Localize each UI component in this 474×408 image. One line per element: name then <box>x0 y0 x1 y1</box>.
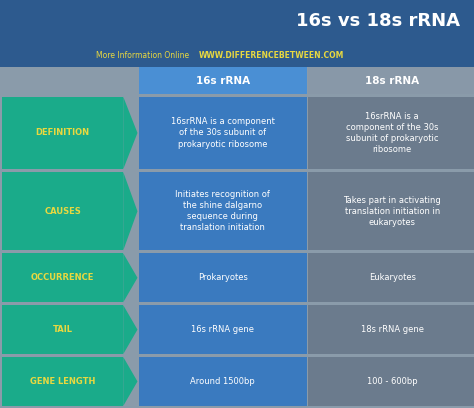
FancyBboxPatch shape <box>138 305 307 354</box>
Text: Prokaryotes: Prokaryotes <box>198 273 248 282</box>
FancyBboxPatch shape <box>138 357 307 406</box>
Text: CAUSES: CAUSES <box>45 207 81 216</box>
FancyBboxPatch shape <box>0 0 474 67</box>
Text: WWW.DIFFERENCEBETWEEN.COM: WWW.DIFFERENCEBETWEEN.COM <box>199 51 345 60</box>
Text: Eukaryotes: Eukaryotes <box>369 273 416 282</box>
FancyBboxPatch shape <box>308 172 474 251</box>
Text: 18s rRNA gene: 18s rRNA gene <box>361 325 424 334</box>
Text: Around 1500bp: Around 1500bp <box>191 377 255 386</box>
FancyBboxPatch shape <box>138 67 307 94</box>
Text: 18s rRNA: 18s rRNA <box>365 75 419 86</box>
Text: OCCURRENCE: OCCURRENCE <box>31 273 94 282</box>
Polygon shape <box>123 357 137 406</box>
FancyBboxPatch shape <box>2 305 123 354</box>
Text: 16s vs 18s rRNA: 16s vs 18s rRNA <box>296 12 460 31</box>
FancyBboxPatch shape <box>2 253 123 302</box>
FancyBboxPatch shape <box>138 97 307 169</box>
Text: 16srRNA is a component
of the 30s subunit of
prokaryotic ribosome: 16srRNA is a component of the 30s subuni… <box>171 118 275 149</box>
Text: 100 - 600bp: 100 - 600bp <box>367 377 418 386</box>
Text: GENE LENGTH: GENE LENGTH <box>30 377 95 386</box>
FancyBboxPatch shape <box>138 253 307 302</box>
FancyBboxPatch shape <box>308 357 474 406</box>
FancyBboxPatch shape <box>308 67 474 94</box>
Text: More Information Online: More Information Online <box>97 51 190 60</box>
FancyBboxPatch shape <box>138 172 307 251</box>
FancyBboxPatch shape <box>2 97 123 169</box>
Polygon shape <box>123 305 137 354</box>
Polygon shape <box>123 172 137 251</box>
FancyBboxPatch shape <box>2 357 123 406</box>
Text: Takes part in activating
translation initiation in
eukaryotes: Takes part in activating translation ini… <box>343 196 441 227</box>
FancyBboxPatch shape <box>308 305 474 354</box>
Polygon shape <box>123 253 137 302</box>
Text: TAIL: TAIL <box>53 325 73 334</box>
Text: 16s rRNA: 16s rRNA <box>196 75 250 86</box>
FancyBboxPatch shape <box>308 253 474 302</box>
Text: DEFINITION: DEFINITION <box>36 129 90 137</box>
FancyBboxPatch shape <box>308 97 474 169</box>
Text: 16s rRNA gene: 16s rRNA gene <box>191 325 254 334</box>
Text: Initiates recognition of
the shine dalgarno
sequence during
translation initiati: Initiates recognition of the shine dalga… <box>175 190 270 233</box>
Text: 16srRNA is a
component of the 30s
subunit of prokaryotic
ribosome: 16srRNA is a component of the 30s subuni… <box>346 112 438 154</box>
Polygon shape <box>123 97 137 169</box>
FancyBboxPatch shape <box>2 172 123 251</box>
